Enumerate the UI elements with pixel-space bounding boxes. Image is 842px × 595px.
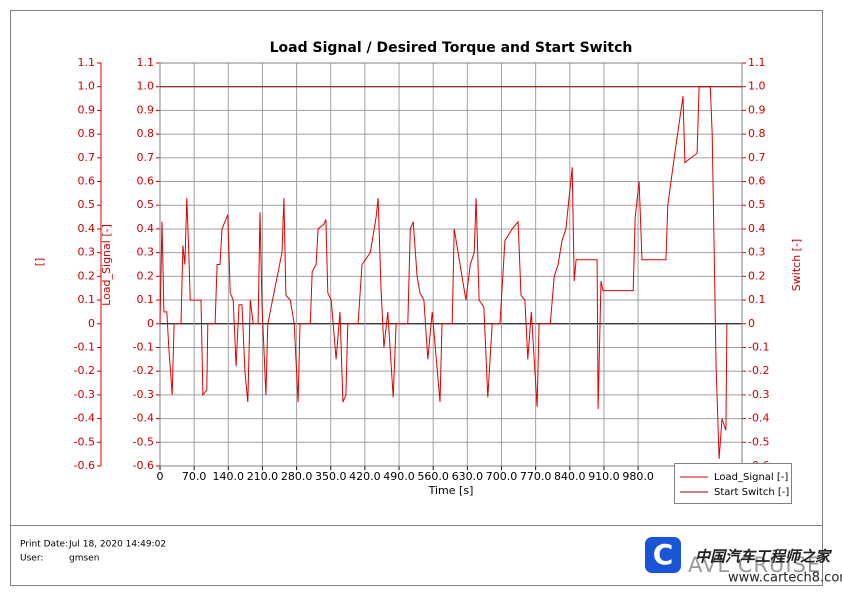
watermark-url: www.cartech8.com [728, 571, 842, 586]
y-tick-label: -0.6 [133, 459, 154, 472]
logo-text: AVL CRUISE [688, 553, 821, 577]
outer-y-tick-label: 0.6 [78, 175, 96, 188]
y2-tick-label: -0.3 [748, 388, 769, 401]
y2-tick-label: 0.2 [748, 269, 766, 282]
y-tick-label: 0.2 [137, 269, 155, 282]
y-tick-label: 0.1 [137, 293, 155, 306]
outer-y-tick-label: -0.4 [74, 412, 95, 425]
y2-tick-label: -0.2 [748, 364, 769, 377]
outer-y-tick-label: 0.8 [78, 127, 96, 140]
outer-y-tick-label: -0.5 [74, 435, 95, 448]
y-tick-label: -0.5 [133, 435, 154, 448]
x-tick-label: 0 [157, 470, 164, 483]
y2-axis-title: Switch [-] [790, 239, 803, 291]
y-tick-label: -0.2 [133, 364, 154, 377]
plot-border [159, 62, 743, 467]
outer-y-tick-label: 0.2 [78, 269, 96, 282]
watermark-title: 中国汽车工程师之家 [695, 548, 833, 566]
x-tick-label: 210.0 [247, 470, 279, 483]
x-axis-title: Time [s] [428, 484, 474, 497]
outer-y-tick-label: -0.1 [74, 340, 95, 353]
x-tick-label: 560.0 [417, 470, 449, 483]
x-tick-label: 140.0 [213, 470, 245, 483]
outer-y-tick-label: 0.7 [78, 151, 96, 164]
y2-tick-label: 0.3 [748, 246, 766, 259]
y-tick-label: -0.1 [133, 340, 154, 353]
outer-y-tick-label: 1.0 [78, 80, 96, 93]
x-tick-label: 630.0 [452, 470, 484, 483]
logo-icon [645, 537, 681, 573]
x-tick-label: 840.0 [554, 470, 586, 483]
y2-tick-label: 0.7 [748, 151, 766, 164]
outer-y-tick-label: 0.9 [78, 103, 96, 116]
y2-tick-label: 1.1 [748, 56, 766, 69]
y2-tick-label: 0.9 [748, 103, 766, 116]
y-tick-label: 0.9 [137, 103, 155, 116]
outer-y-tick-label: 0 [88, 317, 95, 330]
y-tick-label: 0 [147, 317, 154, 330]
outer-y-tick-label: 0.5 [78, 198, 96, 211]
x-tick-label: 980.0 [622, 470, 654, 483]
outer-y-tick-label: 0.1 [78, 293, 96, 306]
print-date: Jul 18, 2020 14:49:02 [68, 540, 166, 550]
logo-icon-text: C [653, 538, 674, 571]
x-tick-label: 910.0 [588, 470, 620, 483]
y2-tick-label: 0.1 [748, 293, 766, 306]
chart-title: Load Signal / Desired Torque and Start S… [270, 40, 633, 56]
y2-tick-label: -0.4 [748, 412, 769, 425]
outer-y-tick-label: -0.2 [74, 364, 95, 377]
y-tick-label: 0.4 [137, 222, 155, 235]
y-tick-label: 0.8 [137, 127, 155, 140]
y-tick-label: 0.7 [137, 151, 155, 164]
y2-tick-label: 0.6 [748, 175, 766, 188]
x-tick-label: 280.0 [281, 470, 313, 483]
y2-tick-label: 0 [748, 317, 755, 330]
outer-y-tick-label: 0.3 [78, 246, 96, 259]
x-tick-label: 70.0 [182, 470, 207, 483]
x-tick-label: 420.0 [349, 470, 381, 483]
y-tick-label: -0.4 [133, 412, 154, 425]
outer-y-tick-label: 0.4 [78, 222, 96, 235]
x-tick-label: 700.0 [486, 470, 518, 483]
outer-y-axis-title: [] [33, 258, 46, 267]
y-tick-label: 0.5 [137, 198, 155, 211]
y-tick-label: 0.3 [137, 246, 155, 259]
y-axis-title: Load_Signal [-] [100, 224, 113, 306]
outer-y-tick-label: 1.1 [78, 56, 96, 69]
outer-y-tick-label: -0.6 [74, 459, 95, 472]
y-tick-label: -0.3 [133, 388, 154, 401]
y-tick-label: 1.1 [137, 56, 155, 69]
legend-box [674, 463, 792, 504]
x-tick-label: 490.0 [383, 470, 415, 483]
plot-area [159, 62, 743, 467]
x-tick-label: 770.0 [520, 470, 552, 483]
y2-tick-label: 0.5 [748, 198, 766, 211]
y2-tick-label: 0.8 [748, 127, 766, 140]
user: gmsen [69, 554, 99, 564]
user-label: User: [20, 554, 43, 564]
y2-tick-label: 0.4 [748, 222, 766, 235]
y2-tick-label: -0.1 [748, 340, 769, 353]
y-tick-label: 1.0 [137, 80, 155, 93]
series-line [159, 86, 728, 459]
outer-y-tick-label: -0.3 [74, 388, 95, 401]
y-tick-label: 0.6 [137, 175, 155, 188]
y2-tick-label: -0.5 [748, 435, 769, 448]
legend-label: Load_Signal [-] [714, 472, 788, 483]
legend-label: Start Switch [-] [714, 487, 789, 498]
print-date-label: Print Date: [20, 540, 68, 550]
x-tick-label: 350.0 [315, 470, 347, 483]
y2-tick-label: 1.0 [748, 80, 766, 93]
